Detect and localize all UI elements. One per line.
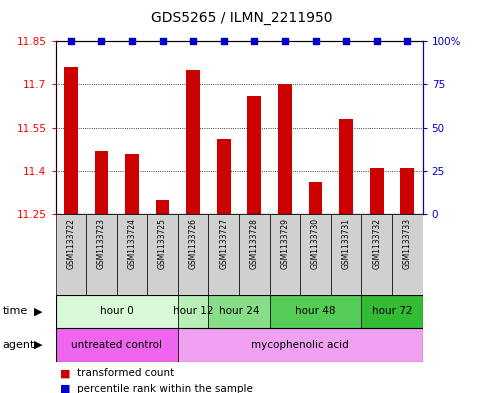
Text: transformed count: transformed count [77,368,174,378]
Point [159,38,167,44]
Bar [178,295,209,328]
Bar [270,214,300,295]
Bar [178,328,423,362]
Bar [95,151,108,214]
Bar [56,214,86,295]
Text: GSM1133733: GSM1133733 [403,218,412,269]
Text: GSM1133723: GSM1133723 [97,218,106,269]
Text: GSM1133726: GSM1133726 [189,218,198,269]
Bar [339,119,353,214]
Bar [217,139,231,214]
Text: ■: ■ [60,384,71,393]
Bar [300,214,331,295]
Text: ▶: ▶ [34,340,43,350]
Text: GDS5265 / ILMN_2211950: GDS5265 / ILMN_2211950 [151,11,332,25]
Text: hour 24: hour 24 [219,307,259,316]
Point [220,38,227,44]
Bar [56,295,178,328]
Text: GSM1133731: GSM1133731 [341,218,351,269]
Point [67,38,75,44]
Text: GSM1133725: GSM1133725 [158,218,167,269]
Text: time: time [2,307,28,316]
Bar [156,200,170,214]
Bar [147,214,178,295]
Text: hour 0: hour 0 [100,307,134,316]
Text: GSM1133730: GSM1133730 [311,218,320,269]
Text: GSM1133732: GSM1133732 [372,218,381,269]
Bar [278,84,292,214]
Bar [270,295,361,328]
Text: GSM1133722: GSM1133722 [66,218,75,269]
Text: GSM1133727: GSM1133727 [219,218,228,269]
Text: percentile rank within the sample: percentile rank within the sample [77,384,253,393]
Bar [178,214,209,295]
Text: hour 12: hour 12 [173,307,213,316]
Text: GSM1133724: GSM1133724 [128,218,137,269]
Point [312,38,319,44]
Text: mycophenolic acid: mycophenolic acid [251,340,349,350]
Bar [361,295,423,328]
Bar [64,67,78,214]
Point [189,38,197,44]
Bar [309,182,323,214]
Text: GSM1133728: GSM1133728 [250,218,259,269]
Bar [209,214,239,295]
Bar [331,214,361,295]
Bar [239,214,270,295]
Bar [56,328,178,362]
Point [128,38,136,44]
Text: hour 48: hour 48 [295,307,336,316]
Bar [117,214,147,295]
Bar [370,168,384,214]
Text: agent: agent [2,340,35,350]
Point [281,38,289,44]
Bar [247,96,261,214]
Point [373,38,381,44]
Point [98,38,105,44]
Text: hour 72: hour 72 [372,307,412,316]
Point [342,38,350,44]
Text: untreated control: untreated control [71,340,162,350]
Text: ■: ■ [60,368,71,378]
Bar [392,214,423,295]
Text: ▶: ▶ [34,307,43,316]
Bar [400,168,414,214]
Bar [186,70,200,214]
Text: GSM1133729: GSM1133729 [281,218,289,269]
Bar [209,295,270,328]
Point [403,38,411,44]
Bar [86,214,117,295]
Bar [125,154,139,214]
Point [251,38,258,44]
Bar [361,214,392,295]
